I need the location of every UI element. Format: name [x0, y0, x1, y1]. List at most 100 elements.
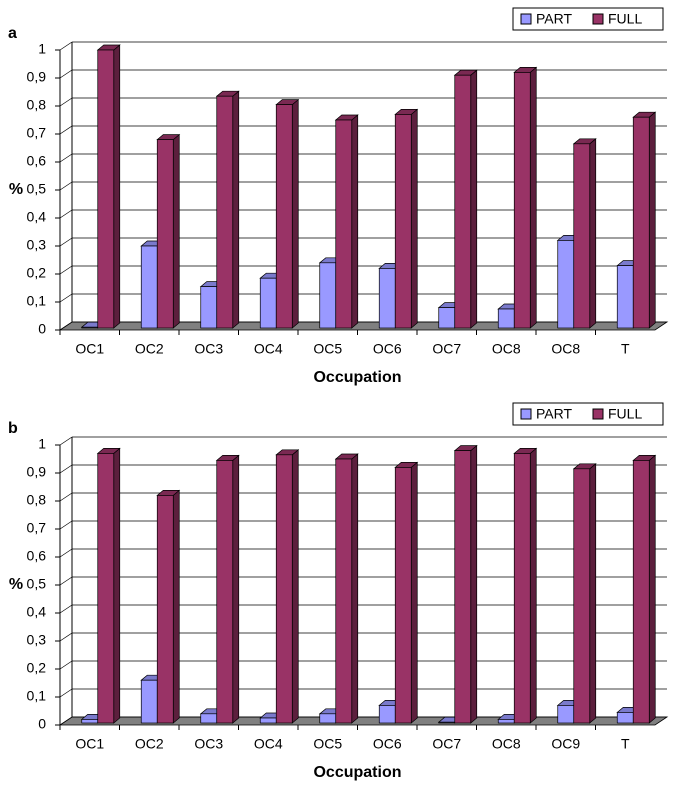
bar-group — [275, 98, 300, 329]
x-tick-label: OC2 — [135, 736, 164, 752]
bar-group — [96, 447, 121, 724]
grid-diagonal — [59, 97, 73, 107]
y-tick-label: 0,7 — [27, 125, 47, 141]
bar-group — [453, 444, 478, 724]
bar — [454, 74, 472, 329]
bar — [573, 468, 591, 724]
grid-diagonal — [59, 181, 73, 191]
bar-group — [215, 454, 240, 724]
bar — [394, 467, 412, 724]
bar-group — [572, 463, 597, 724]
bar — [81, 326, 99, 329]
bar-group — [215, 90, 240, 329]
grid-diagonal — [59, 632, 73, 642]
bar-side — [113, 447, 121, 724]
bar — [378, 705, 396, 724]
bar-side — [291, 98, 299, 329]
grid-diagonal — [59, 237, 73, 247]
bar-side — [589, 463, 597, 724]
grid-diagonal — [59, 209, 73, 219]
legend-label: FULL — [608, 406, 642, 422]
x-tick-label: OC2 — [135, 341, 164, 357]
bar-side — [648, 111, 656, 329]
y-tick-label: 1 — [38, 41, 46, 57]
bar — [259, 277, 277, 329]
bar — [632, 460, 650, 724]
legend-swatch — [592, 13, 604, 25]
x-tick-label: OC9 — [551, 736, 580, 752]
grid-diagonal — [59, 265, 73, 275]
bar-group — [156, 489, 181, 724]
grid-diagonal — [59, 576, 73, 586]
grid-diagonal — [59, 604, 73, 614]
x-axis-label: Occupation — [313, 369, 401, 386]
bar — [616, 265, 634, 329]
bar-group — [513, 447, 538, 724]
grid-diagonal — [59, 688, 73, 698]
bar — [335, 119, 353, 329]
bar — [156, 139, 174, 329]
bar-group — [275, 449, 300, 724]
bar-side — [529, 66, 537, 329]
bar-group — [513, 66, 538, 329]
grid-diagonal — [59, 436, 73, 446]
y-tick-label: 0,6 — [27, 548, 47, 564]
panel-label: a — [8, 25, 17, 42]
bar — [497, 719, 515, 724]
legend-swatch — [592, 408, 604, 420]
x-tick-label: OC5 — [313, 341, 342, 357]
bar — [275, 454, 293, 724]
bar-group — [394, 108, 419, 329]
y-tick-label: 0,8 — [27, 97, 47, 113]
bar-side — [410, 108, 418, 329]
bar — [140, 679, 158, 724]
bar — [513, 453, 531, 724]
bar-group — [453, 69, 478, 329]
y-tick-label: 0,5 — [27, 181, 47, 197]
grid-diagonal — [59, 321, 73, 331]
y-tick-label: 0,4 — [27, 209, 47, 225]
x-tick-label: OC8 — [492, 341, 521, 357]
grid-diagonal — [59, 492, 73, 502]
bar — [513, 72, 531, 329]
bar-side — [351, 453, 359, 724]
x-tick-label: OC1 — [75, 341, 104, 357]
legend-label: PART — [536, 406, 572, 422]
bar-side — [172, 489, 180, 724]
y-tick-label: 0,3 — [27, 237, 47, 253]
bar-group — [632, 111, 657, 329]
x-tick-label: OC5 — [313, 736, 342, 752]
bar-side — [291, 449, 299, 724]
grid-diagonal — [59, 548, 73, 558]
x-tick-label: OC3 — [194, 341, 223, 357]
bar-side — [172, 133, 180, 329]
legend-box — [512, 402, 664, 426]
bar — [454, 450, 472, 724]
bar-side — [410, 461, 418, 724]
x-tick-label: OC7 — [432, 341, 461, 357]
bar — [275, 104, 293, 329]
grid-diagonal — [59, 660, 73, 670]
x-tick-label: OC4 — [254, 341, 283, 357]
y-tick-label: 0,9 — [27, 69, 47, 85]
bar-side — [113, 44, 121, 329]
bar — [557, 240, 575, 329]
y-tick-label: 0,1 — [27, 688, 47, 704]
legend-swatch — [520, 408, 532, 420]
grid-diagonal — [59, 41, 73, 51]
x-tick-label: OC8 — [551, 341, 580, 357]
bar-group — [96, 44, 121, 329]
x-tick-label: OC3 — [194, 736, 223, 752]
legend-swatch — [520, 13, 532, 25]
x-tick-label: T — [621, 341, 630, 357]
y-axis-label: % — [9, 181, 23, 198]
x-tick-label: T — [621, 736, 630, 752]
bar-side — [470, 444, 478, 724]
bar — [394, 114, 412, 329]
bar — [97, 49, 115, 329]
bar — [97, 453, 115, 724]
y-tick-label: 0,9 — [27, 464, 47, 480]
bar — [140, 245, 158, 329]
bar — [632, 116, 650, 329]
x-tick-label: OC6 — [373, 736, 402, 752]
